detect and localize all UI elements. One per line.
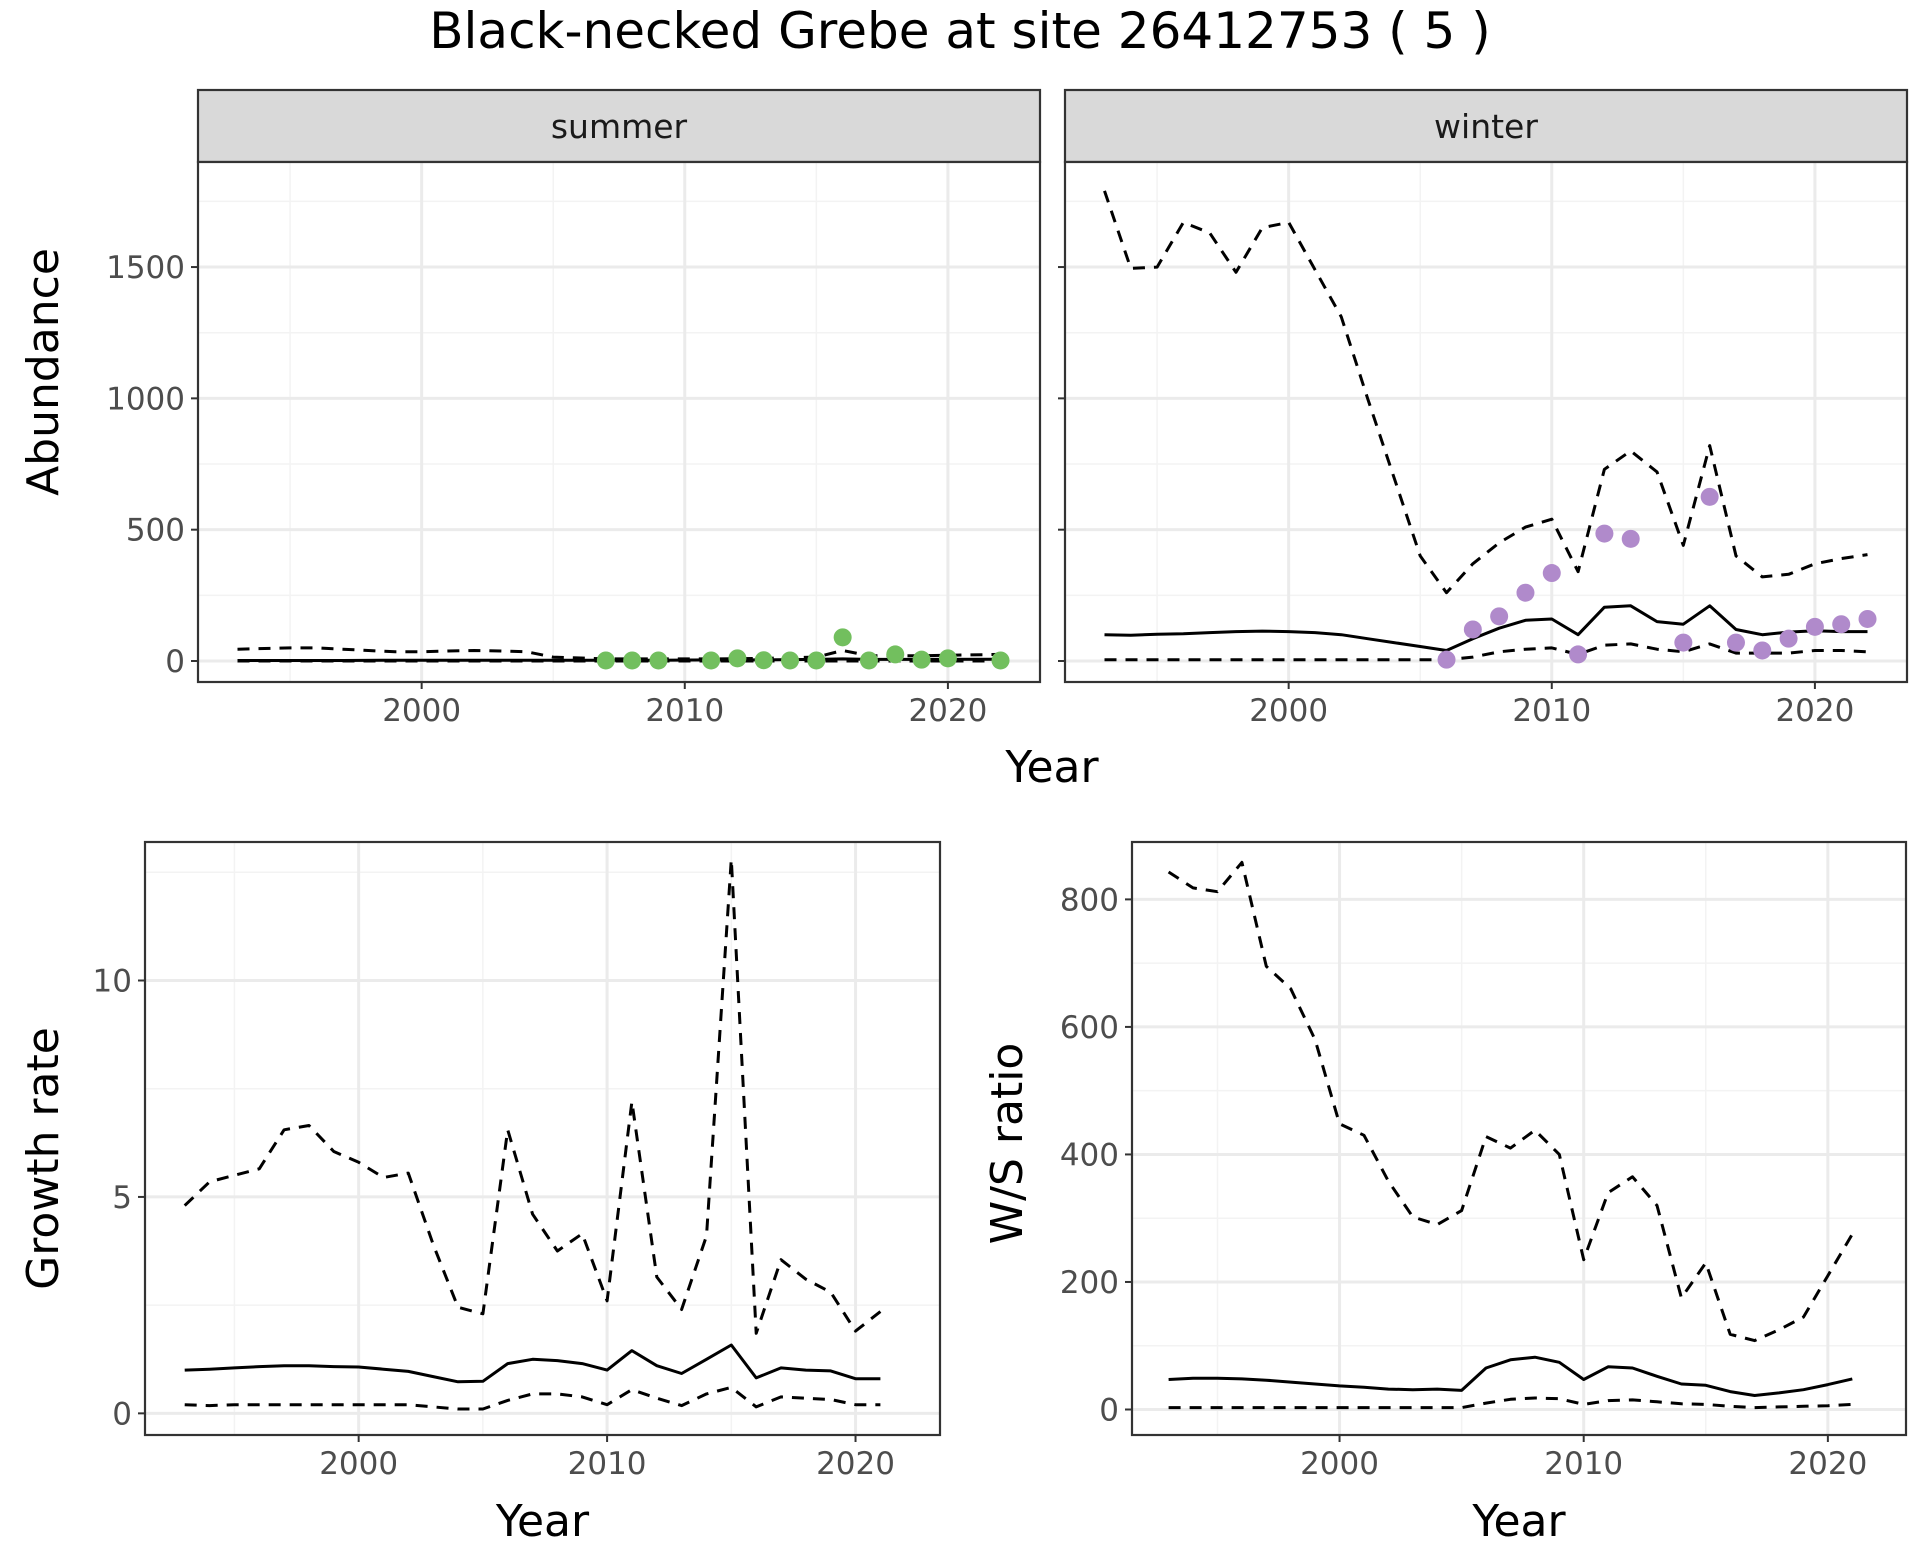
data-point — [1569, 645, 1588, 664]
data-point — [1490, 607, 1509, 626]
x-tick-label: 2010 — [1544, 1446, 1623, 1482]
series-line-solid — [1104, 604, 1868, 652]
x-tick-label: 2020 — [1775, 693, 1854, 729]
x-tick-label: 2010 — [1512, 693, 1591, 729]
series-line-dashed — [237, 646, 1001, 661]
y-axis-title: Growth rate — [18, 1027, 69, 1290]
data-point — [728, 649, 747, 668]
data-point — [807, 651, 826, 670]
y-tick-label: 200 — [1060, 1265, 1119, 1301]
series-line-solid — [1168, 1355, 1853, 1397]
panel-background — [145, 842, 940, 1435]
x-tick-label: 2010 — [568, 1446, 647, 1482]
data-point — [702, 651, 721, 670]
growth-rate-plot: 2000 2010 2020 0 5 10 — [93, 840, 942, 1482]
data-point — [1779, 629, 1798, 648]
y-axis-title: Abundance — [18, 248, 69, 496]
y-tick-label: 600 — [1060, 1010, 1119, 1046]
x-tick-label: 2010 — [645, 693, 724, 729]
x-tick-label: 2000 — [1249, 693, 1328, 729]
data-point — [1805, 617, 1824, 636]
facet-strip — [196, 88, 1042, 164]
y-tick-label: 0 — [1099, 1392, 1119, 1428]
data-point — [1753, 641, 1772, 660]
series-line-dashed — [1104, 642, 1868, 662]
x-tick-label: 2020 — [1788, 1446, 1867, 1482]
chart-title: Black-necked Grebe at site 26412753 ( 5 … — [429, 2, 1491, 60]
data-point — [596, 651, 615, 670]
panel-frame — [1130, 840, 1908, 1437]
data-point — [1463, 620, 1482, 639]
x-axis-title: Year — [1471, 1496, 1566, 1547]
y-tick-label: 500 — [126, 513, 185, 549]
panel-frame — [196, 160, 1042, 684]
facet-winter: winter 2000 2010 2020 — [1058, 88, 1909, 729]
x-tick-label: 2020 — [908, 693, 987, 729]
data-point — [833, 628, 852, 647]
data-point — [1726, 633, 1745, 652]
facet-strip-label: summer — [551, 107, 688, 146]
series-line-dashed — [1167, 860, 1854, 1343]
y-tick-label: 1000 — [106, 381, 185, 417]
y-tick-label: 1500 — [106, 250, 185, 286]
data-point — [781, 651, 800, 670]
data-point — [623, 651, 642, 670]
x-tick-label: 2000 — [319, 1446, 398, 1482]
panel-frame — [143, 840, 942, 1437]
data-point — [859, 651, 878, 670]
panel-background — [198, 162, 1040, 682]
data-point — [1700, 487, 1719, 506]
facet-strip — [1063, 88, 1909, 164]
data-point — [991, 651, 1010, 670]
data-point — [649, 651, 668, 670]
y-tick-label: 5 — [112, 1180, 132, 1216]
series-line-dashed — [183, 857, 882, 1335]
x-axis-title: Year — [1004, 742, 1099, 793]
panel-frame — [1063, 160, 1909, 684]
x-tick-label: 2020 — [816, 1446, 895, 1482]
data-point — [1832, 615, 1851, 634]
y-tick-label: 0 — [165, 644, 185, 680]
x-tick-label: 2000 — [1300, 1446, 1379, 1482]
data-point — [886, 645, 905, 664]
y-tick-label: 800 — [1060, 882, 1119, 918]
y-axis-title: W/S ratio — [982, 1043, 1033, 1245]
data-point — [1621, 529, 1640, 548]
data-point — [912, 650, 931, 669]
data-point — [938, 649, 957, 668]
facet-summer: summer 2000 2010 2020 0 500 1000 1500 — [106, 88, 1042, 729]
y-tick-label: 10 — [93, 964, 132, 1000]
data-point — [1595, 524, 1614, 543]
facet-strip-label: winter — [1434, 107, 1538, 146]
data-point — [1542, 564, 1561, 583]
data-point — [1674, 633, 1693, 652]
y-tick-label: 400 — [1060, 1137, 1119, 1173]
data-point — [1437, 650, 1456, 669]
data-point — [754, 651, 773, 670]
y-tick-label: 0 — [112, 1396, 132, 1432]
data-point — [1516, 583, 1535, 602]
ws-ratio-plot: 2000 2010 2020 0 200 400 600 800 — [1060, 840, 1908, 1482]
x-axis-title: Year — [495, 1496, 590, 1547]
data-point — [1858, 609, 1877, 628]
series-line-dashed — [1168, 1396, 1853, 1410]
series-line-dashed — [184, 1385, 881, 1411]
x-tick-label: 2000 — [382, 693, 461, 729]
series-line-solid — [184, 1343, 881, 1384]
panel-background — [1065, 162, 1907, 682]
